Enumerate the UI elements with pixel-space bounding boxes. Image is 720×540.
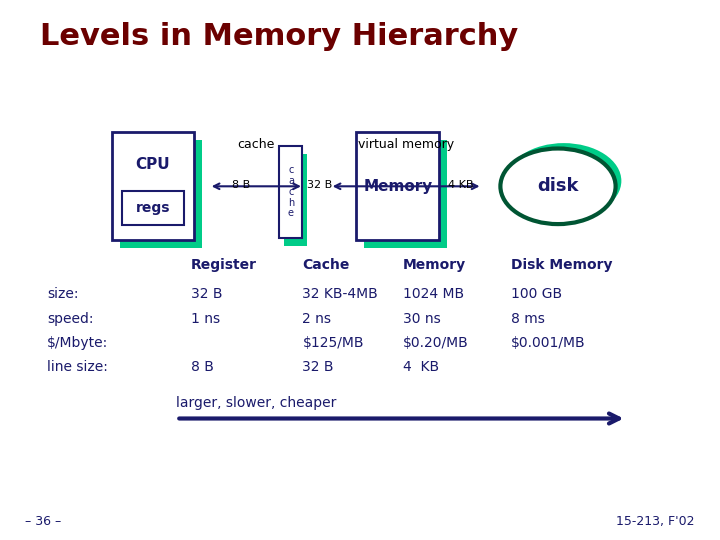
Bar	[112, 132, 194, 240]
Bar	[356, 132, 439, 240]
Ellipse shape	[500, 148, 616, 224]
Text: $125/MB: $125/MB	[302, 336, 364, 350]
Text: 32 B: 32 B	[302, 360, 334, 374]
Text: 15-213, F'02: 15-213, F'02	[616, 515, 695, 528]
Text: cache: cache	[238, 138, 275, 151]
Text: – 36 –: – 36 –	[25, 515, 61, 528]
Text: 8 ms: 8 ms	[511, 312, 545, 326]
Text: Memory: Memory	[363, 179, 433, 194]
Text: 4  KB: 4 KB	[403, 360, 439, 374]
Bar	[364, 140, 447, 248]
Text: $0.001/MB: $0.001/MB	[511, 336, 586, 350]
Text: 8 B: 8 B	[232, 180, 251, 190]
Text: disk: disk	[537, 177, 579, 195]
Text: Memory: Memory	[403, 258, 467, 272]
Text: virtual memory: virtual memory	[358, 138, 454, 151]
Bar	[120, 140, 202, 248]
Text: regs: regs	[136, 201, 170, 215]
Text: larger, slower, cheaper: larger, slower, cheaper	[176, 396, 337, 410]
Bar	[284, 154, 307, 246]
Text: 4 KB: 4 KB	[448, 180, 474, 190]
Text: CPU: CPU	[135, 157, 171, 172]
Bar	[122, 191, 184, 225]
Text: Register: Register	[191, 258, 257, 272]
Bar	[279, 146, 302, 238]
Text: Cache: Cache	[302, 258, 350, 272]
Text: 8 B: 8 B	[191, 360, 214, 374]
Text: 100 GB: 100 GB	[511, 287, 562, 301]
Text: c
a
c
h
e: c a c h e	[288, 165, 294, 218]
Text: 1 ns: 1 ns	[191, 312, 220, 326]
Text: $0.20/MB: $0.20/MB	[403, 336, 469, 350]
Text: 32 B: 32 B	[307, 180, 333, 190]
Text: 32 KB-4MB: 32 KB-4MB	[302, 287, 378, 301]
Text: $/Mbyte:: $/Mbyte:	[47, 336, 108, 350]
Text: speed:: speed:	[47, 312, 94, 326]
Text: 1024 MB: 1024 MB	[403, 287, 464, 301]
Text: 2 ns: 2 ns	[302, 312, 331, 326]
Text: line size:: line size:	[47, 360, 108, 374]
Text: Levels in Memory Hierarchy: Levels in Memory Hierarchy	[40, 22, 518, 51]
Text: size:: size:	[47, 287, 78, 301]
Text: Disk Memory: Disk Memory	[511, 258, 613, 272]
Text: 30 ns: 30 ns	[403, 312, 441, 326]
Ellipse shape	[506, 143, 621, 219]
Text: 32 B: 32 B	[191, 287, 222, 301]
